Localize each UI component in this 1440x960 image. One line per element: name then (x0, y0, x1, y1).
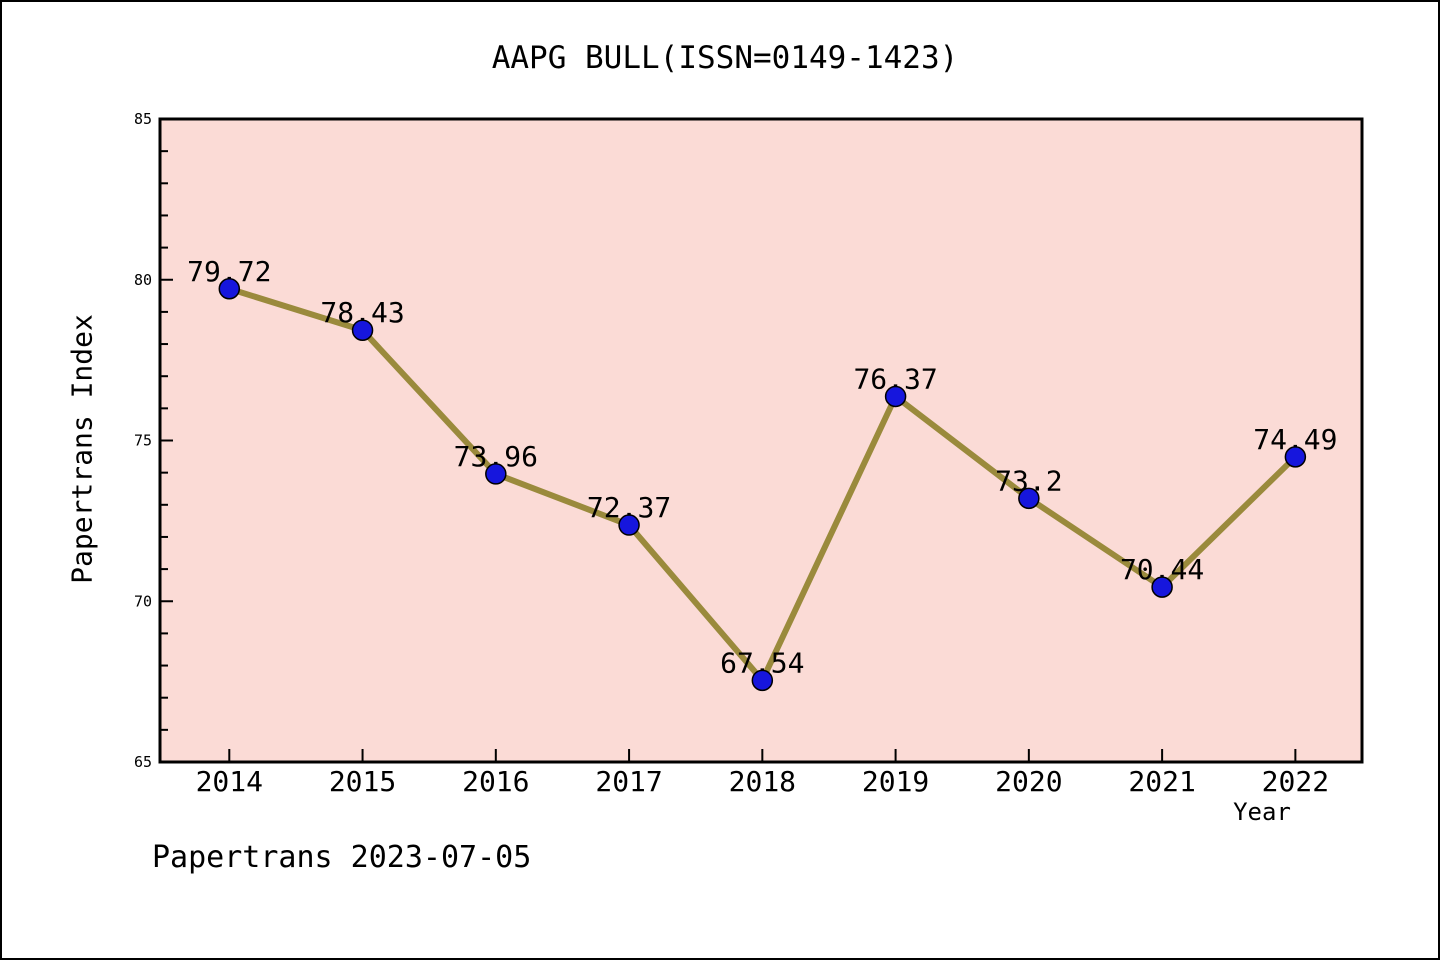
x-tick-label: 2015 (329, 765, 396, 798)
y-tick-label: 75 (134, 432, 152, 450)
x-tick-label: 2019 (862, 765, 929, 798)
plot-area (158, 117, 1364, 764)
y-axis-label: Papertrans Index (65, 314, 99, 584)
x-tick-label: 2014 (196, 765, 263, 798)
x-axis-label: Year (1233, 798, 1291, 826)
data-point-marker-2021 (1151, 576, 1173, 598)
x-tick-label: 2017 (595, 765, 662, 798)
data-point-marker-2022 (1284, 446, 1307, 468)
y-tick-label: 85 (134, 110, 152, 128)
chart-title: AAPG BULL(ISSN=0149-1423) (491, 40, 959, 76)
data-point-marker-2018 (751, 669, 774, 692)
data-point-marker-2019 (884, 385, 907, 408)
y-tick-label: 70 (134, 592, 152, 610)
x-tick-label: 2022 (1262, 765, 1329, 798)
data-point-marker-2015 (351, 319, 374, 341)
x-tick-label: 2016 (462, 765, 529, 798)
y-tick-label: 65 (134, 753, 152, 771)
x-tick-label: 2021 (1128, 765, 1195, 798)
data-point-marker-2017 (618, 514, 640, 536)
watermark-text: Papertrans 2023-07-05 (152, 840, 532, 875)
data-point-marker-2014 (218, 278, 241, 300)
x-tick-label: 2020 (995, 765, 1062, 798)
data-point-marker-2020 (1018, 487, 1040, 510)
x-tick-label: 2018 (729, 765, 796, 798)
data-point-marker-2016 (485, 463, 507, 485)
y-tick-label: 80 (134, 271, 152, 289)
